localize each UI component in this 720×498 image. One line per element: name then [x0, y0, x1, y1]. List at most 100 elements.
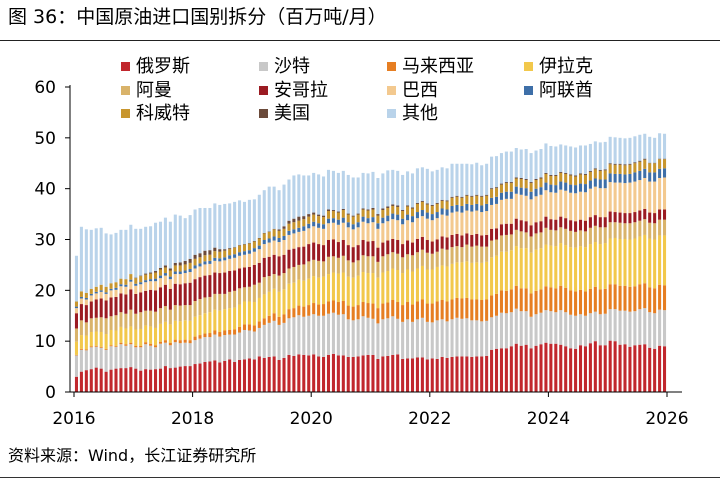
bar-segment-8: [450, 205, 454, 213]
bar-segment-7: [109, 290, 113, 298]
bar-segment-6: [450, 234, 454, 248]
bar-segment-2: [109, 346, 113, 370]
bar-segment-10: [168, 268, 172, 271]
bar-segment-2: [188, 343, 192, 367]
legend-label: 科威特: [136, 103, 190, 124]
bar-segment-2: [168, 345, 172, 369]
bar-segment-8: [638, 170, 642, 181]
bar-segment-7: [252, 251, 256, 265]
bar-segment-9: [430, 205, 434, 215]
bar-segment-5: [514, 229, 518, 247]
bar-segment-5: [618, 222, 622, 239]
bar-segment-8: [213, 257, 217, 261]
bar-segment-5: [193, 301, 197, 317]
bar-segment-6: [455, 233, 459, 247]
bar-segment-4: [514, 246, 518, 286]
bar-segment-5: [173, 305, 177, 321]
bar-segment-9: [539, 178, 543, 188]
bar-segment-11: [391, 169, 395, 205]
bar-segment-7: [574, 193, 578, 222]
bar-segment-1: [238, 359, 242, 392]
bottom-divider: [0, 477, 720, 478]
bar-segment-6: [490, 228, 494, 241]
bar-segment-1: [341, 355, 345, 392]
bar-segment-4: [410, 271, 415, 305]
bar-segment-11: [356, 177, 360, 214]
bar-segment-7: [277, 242, 281, 257]
bar-segment-1: [559, 344, 563, 392]
bar-segment-4: [307, 278, 311, 306]
bar-segment-2: [317, 315, 321, 357]
bar-segment-10: [554, 174, 558, 176]
bar-segment-11: [643, 133, 647, 159]
bar-segment-3: [114, 345, 118, 347]
bar-segment-2: [312, 314, 316, 355]
bar-segment-6: [460, 235, 464, 248]
bar-segment-6: [139, 292, 143, 313]
bar-segment-9: [608, 164, 612, 174]
bar-segment-3: [391, 299, 395, 317]
bar-segment-7: [425, 218, 429, 241]
bar-segment-4: [554, 246, 558, 289]
bar-segment-3: [460, 298, 464, 319]
bar-segment-9: [242, 244, 247, 252]
bar-segment-4: [218, 310, 222, 333]
bar-segment-5: [569, 230, 573, 248]
bar-segment-9: [549, 175, 553, 185]
bar-segment-6: [593, 215, 597, 226]
bar-segment-11: [173, 214, 177, 263]
bar-segment-6: [366, 241, 370, 257]
bar-segment-7: [356, 227, 360, 246]
bar-segment-9: [252, 241, 256, 249]
bar-segment-4: [578, 246, 583, 290]
bar-segment-7: [154, 281, 158, 291]
bar-segment-9: [297, 220, 301, 228]
bar-segment-11: [504, 151, 508, 183]
bar-segment-9: [213, 251, 217, 258]
bar-segment-9: [583, 174, 587, 185]
bar-segment-7: [509, 198, 513, 224]
bar-segment-1: [282, 357, 286, 392]
bar-segment-10: [583, 173, 587, 175]
bar-segment-11: [233, 201, 237, 248]
bar-segment-11: [129, 224, 133, 275]
bar-segment-7: [539, 194, 543, 222]
bar-segment-10: [208, 250, 212, 255]
bar-segment-8: [336, 219, 340, 225]
bar-segment-9: [554, 175, 558, 186]
bar-segment-3: [84, 349, 88, 351]
bar-segment-4: [257, 297, 261, 322]
bar-segment-7: [124, 286, 128, 295]
bar-segment-10: [326, 209, 331, 212]
bar-segment-1: [84, 370, 88, 392]
bar-segment-4: [158, 323, 163, 342]
bar-segment-10: [386, 206, 390, 208]
chart-title: 图 36：中国原油进口国别拆分（百万吨/月）: [8, 6, 387, 28]
source-note: 资料来源：Wind，长江证券研究所: [8, 446, 257, 465]
bar-segment-1: [475, 356, 479, 392]
bar-segment-1: [267, 356, 271, 392]
bar-segment-10: [499, 183, 503, 185]
bar-segment-9: [658, 159, 662, 169]
bar-segment-2: [450, 319, 454, 357]
bar-segment-8: [361, 216, 365, 222]
bar-segment-4: [524, 248, 528, 289]
bar-segment-6: [574, 221, 578, 232]
bar-segment-8: [549, 184, 553, 193]
bar-segment-8: [228, 255, 232, 259]
bar-segment-8: [658, 168, 662, 178]
bar-segment-9: [238, 245, 242, 253]
bar-segment-1: [94, 367, 98, 392]
bar-segment-1: [139, 370, 143, 392]
bar-segment-5: [524, 232, 528, 249]
legend-label: 俄罗斯: [136, 56, 190, 77]
bar-segment-8: [307, 223, 311, 229]
bar-segment-10: [247, 243, 251, 244]
bar-segment-5: [208, 296, 212, 313]
bar-segment-7: [307, 228, 311, 245]
bar-segment-2: [208, 337, 212, 362]
bar-segment-7: [440, 214, 444, 237]
bar-segment-4: [485, 261, 489, 300]
bar-segment-6: [168, 288, 172, 310]
bar-segment-10: [480, 195, 484, 197]
